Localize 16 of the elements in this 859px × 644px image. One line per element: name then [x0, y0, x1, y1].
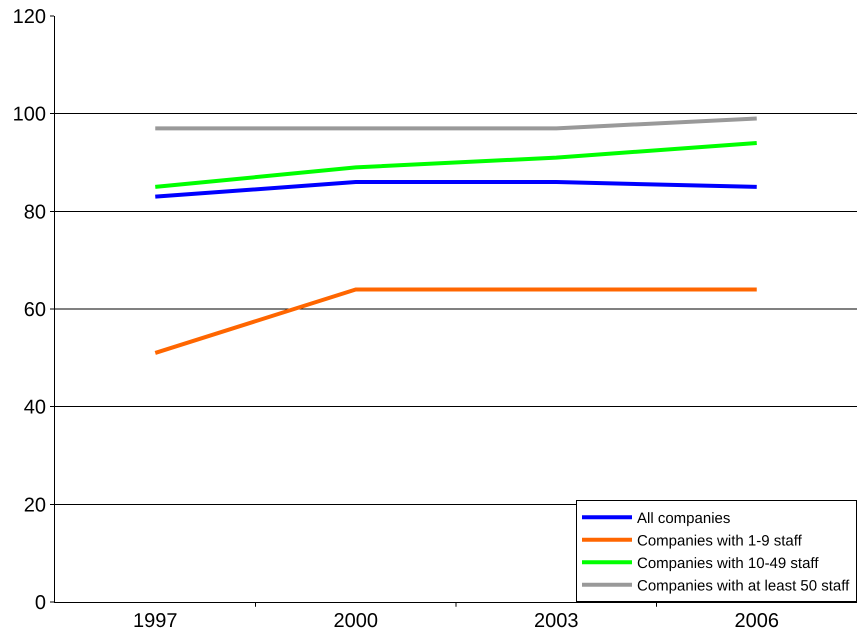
y-tick-label: 80: [24, 201, 46, 224]
x-tick-label: 2003: [534, 610, 578, 632]
y-tick-label: 20: [24, 494, 46, 516]
x-tick-label: 2000: [334, 610, 378, 632]
legend-label: Companies with at least 50 staff: [637, 578, 850, 595]
y-tick-label: 0: [34, 592, 46, 614]
legend-label: Companies with 1-9 staff: [637, 532, 803, 550]
y-tick-label: 120: [12, 6, 46, 28]
y-tick-label: 40: [24, 396, 46, 419]
y-tick-label: 60: [24, 299, 46, 321]
legend-label: Companies with 10-49 staff: [637, 555, 820, 572]
legend-label: All companies: [637, 510, 730, 528]
x-tick-label: 2006: [734, 610, 779, 632]
x-tick-label: 1997: [133, 610, 178, 632]
line-series: [153, 140, 759, 189]
y-tick-label: 100: [12, 104, 46, 126]
